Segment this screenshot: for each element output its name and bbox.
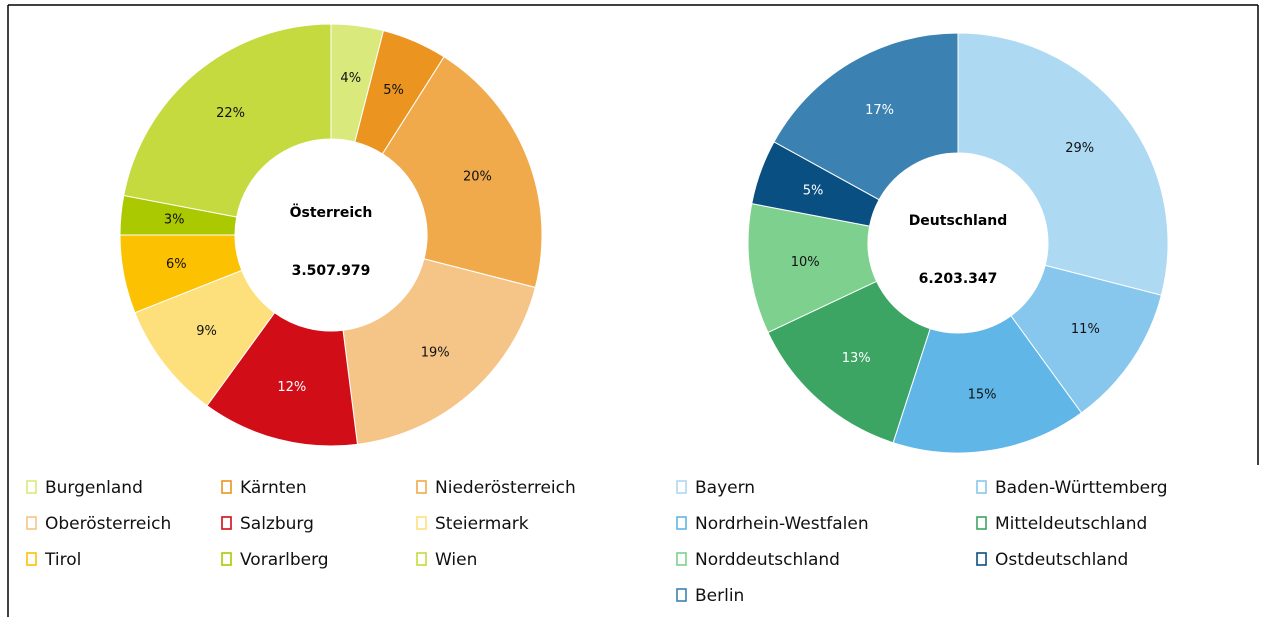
slice-label: 13% (842, 351, 871, 366)
center-total: 6.203.347 (919, 271, 998, 287)
slice-label: 20% (463, 170, 492, 185)
legend-label: Ostdeutschland (995, 550, 1128, 570)
legend-label: Salzburg (240, 514, 314, 534)
center-title: Deutschland (909, 213, 1008, 229)
legend-label: Tirol (44, 550, 81, 570)
legend-label: Berlin (695, 586, 744, 606)
legend-label: Bayern (695, 478, 755, 498)
slice (767, 280, 931, 444)
legend-swatch (676, 588, 687, 602)
slice-label: 9% (196, 324, 217, 339)
legend-swatch (416, 552, 427, 566)
slice (123, 23, 332, 218)
slice-label: 19% (421, 346, 450, 361)
slice (381, 56, 543, 289)
slice-label: 29% (1065, 141, 1094, 156)
slice (773, 32, 959, 201)
legend-swatch (221, 516, 232, 530)
slice (206, 311, 359, 447)
legend-swatch (976, 552, 987, 566)
legend-swatch (221, 480, 232, 494)
slice-label: 12% (277, 380, 306, 395)
slice (342, 258, 536, 445)
legend-swatch (26, 552, 37, 566)
slice-label: 22% (216, 106, 245, 121)
legend-label: Oberösterreich (45, 514, 171, 534)
slice (1010, 264, 1163, 414)
legend-swatch (26, 480, 37, 494)
legend-label: Wien (435, 550, 477, 570)
legend-label: Norddeutschland (695, 550, 840, 570)
legend-label: Vorarlberg (240, 550, 329, 570)
slice-label: 11% (1071, 322, 1100, 337)
legend-label: Kärnten (240, 478, 307, 498)
center-total: 3.507.979 (292, 263, 371, 279)
legend-swatch (676, 516, 687, 530)
legend-label: Nordrhein-Westfalen (695, 514, 869, 534)
legend-label: Steiermark (435, 514, 529, 534)
slice-label: 6% (166, 257, 187, 272)
legend-swatch (416, 480, 427, 494)
legend-swatch (26, 516, 37, 530)
legend-swatch (676, 480, 687, 494)
slice-label: 3% (164, 213, 185, 228)
legend-label: Baden-Württemberg (995, 478, 1168, 498)
legend-swatch (976, 480, 987, 494)
legend-swatch (676, 552, 687, 566)
slice (892, 315, 1083, 454)
legend-label: Mitteldeutschland (995, 514, 1147, 534)
slice-label: 17% (865, 103, 894, 118)
legend-label: Niederösterreich (435, 478, 576, 498)
legend-swatch (976, 516, 987, 530)
slice (957, 32, 1169, 296)
legend-swatch (416, 516, 427, 530)
slice-label: 5% (803, 183, 824, 198)
center-title: Österreich (290, 203, 373, 221)
slice-label: 4% (340, 71, 361, 86)
legend-swatch (221, 552, 232, 566)
slice-label: 15% (968, 388, 997, 403)
slice-label: 10% (791, 255, 820, 270)
legend-label: Burgenland (45, 478, 143, 498)
slice-label: 5% (383, 83, 404, 98)
